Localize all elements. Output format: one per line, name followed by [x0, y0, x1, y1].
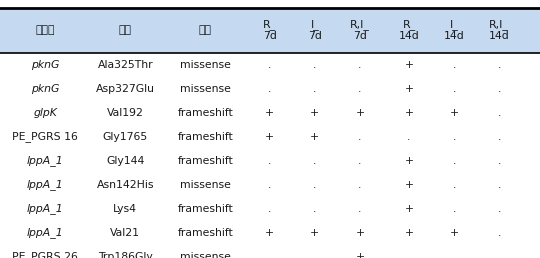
Text: PE_PGRS 16: PE_PGRS 16: [12, 131, 78, 142]
Text: 형태: 형태: [199, 25, 212, 35]
Text: .: .: [358, 132, 362, 142]
Text: R,I_
14d: R,I_ 14d: [489, 19, 510, 41]
Text: .: .: [268, 60, 272, 70]
Text: lppA_1: lppA_1: [27, 227, 64, 238]
Text: Lys4: Lys4: [113, 204, 137, 214]
Text: .: .: [407, 252, 411, 258]
Text: Val192: Val192: [107, 108, 144, 118]
Text: Trp186Gly: Trp186Gly: [98, 252, 153, 258]
Text: .: .: [313, 204, 316, 214]
Text: .: .: [268, 156, 272, 166]
Text: .: .: [497, 228, 501, 238]
Text: .: .: [313, 252, 316, 258]
Text: Val21: Val21: [110, 228, 140, 238]
Text: +: +: [265, 132, 274, 142]
Text: missense: missense: [180, 252, 231, 258]
Text: .: .: [497, 204, 501, 214]
Text: +: +: [265, 108, 274, 118]
Text: I_
14d: I_ 14d: [444, 19, 464, 41]
Text: .: .: [497, 180, 501, 190]
Text: +: +: [355, 108, 364, 118]
Text: .: .: [313, 156, 316, 166]
Text: .: .: [358, 156, 362, 166]
Text: frameshift: frameshift: [177, 132, 233, 142]
Text: 위치: 위치: [119, 25, 132, 35]
Text: .: .: [453, 204, 456, 214]
Text: lppA_1: lppA_1: [27, 203, 64, 214]
Text: 유전자: 유전자: [36, 25, 55, 35]
Text: +: +: [404, 204, 414, 214]
Text: +: +: [265, 228, 274, 238]
Text: .: .: [497, 156, 501, 166]
Text: +: +: [355, 252, 364, 258]
Text: +: +: [355, 228, 364, 238]
Bar: [0, 8, 540, 53]
Text: lppA_1: lppA_1: [27, 155, 64, 166]
Text: R_
7d: R_ 7d: [263, 19, 276, 41]
Text: +: +: [450, 228, 458, 238]
Text: frameshift: frameshift: [177, 156, 233, 166]
Text: .: .: [407, 132, 411, 142]
Text: Asn142His: Asn142His: [97, 180, 154, 190]
Text: .: .: [358, 84, 362, 94]
Text: +: +: [404, 156, 414, 166]
Text: .: .: [453, 252, 456, 258]
Text: missense: missense: [180, 84, 231, 94]
Text: I_
7d: I_ 7d: [308, 19, 322, 41]
Text: .: .: [497, 132, 501, 142]
Text: +: +: [404, 84, 414, 94]
Text: .: .: [313, 180, 316, 190]
Text: +: +: [404, 180, 414, 190]
Text: missense: missense: [180, 180, 231, 190]
Text: .: .: [453, 60, 456, 70]
Text: +: +: [310, 132, 319, 142]
Text: .: .: [358, 180, 362, 190]
Text: .: .: [497, 252, 501, 258]
Text: .: .: [313, 60, 316, 70]
Text: Asp327Glu: Asp327Glu: [96, 84, 155, 94]
Text: +: +: [450, 108, 458, 118]
Text: .: .: [453, 84, 456, 94]
Text: +: +: [404, 108, 414, 118]
Text: Gly1765: Gly1765: [103, 132, 148, 142]
Text: .: .: [358, 60, 362, 70]
Text: .: .: [497, 60, 501, 70]
Text: R,I_
7d: R,I_ 7d: [350, 19, 370, 41]
Text: .: .: [453, 180, 456, 190]
Text: +: +: [310, 228, 319, 238]
Text: .: .: [453, 156, 456, 166]
Text: +: +: [404, 60, 414, 70]
Text: .: .: [268, 180, 272, 190]
Text: lppA_1: lppA_1: [27, 179, 64, 190]
Text: pknG: pknG: [31, 60, 59, 70]
Text: .: .: [453, 132, 456, 142]
Text: glpK: glpK: [33, 108, 57, 118]
Text: frameshift: frameshift: [177, 108, 233, 118]
Text: .: .: [268, 204, 272, 214]
Text: Gly144: Gly144: [106, 156, 145, 166]
Text: .: .: [268, 252, 272, 258]
Text: R_
14d: R_ 14d: [399, 19, 420, 41]
Text: pknG: pknG: [31, 84, 59, 94]
Text: .: .: [358, 204, 362, 214]
Text: Ala325Thr: Ala325Thr: [97, 60, 153, 70]
Text: .: .: [313, 84, 316, 94]
Text: frameshift: frameshift: [177, 228, 233, 238]
Text: +: +: [404, 228, 414, 238]
Text: missense: missense: [180, 60, 231, 70]
Text: frameshift: frameshift: [177, 204, 233, 214]
Text: .: .: [497, 84, 501, 94]
Text: PE_PGRS 26: PE_PGRS 26: [12, 251, 78, 258]
Text: +: +: [310, 108, 319, 118]
Text: .: .: [497, 108, 501, 118]
Text: .: .: [268, 84, 272, 94]
